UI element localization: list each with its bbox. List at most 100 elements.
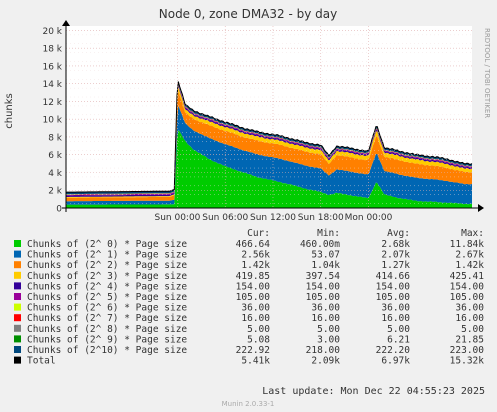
x-tick-label: Sun 12:00 <box>250 213 296 223</box>
legend-value-avg: 36.00 <box>381 303 410 314</box>
legend-value-min: 154.00 <box>306 281 341 292</box>
y-axis-label: chunks <box>4 93 15 129</box>
legend-value-avg: 1.27k <box>381 260 410 271</box>
y-tick-label: 16 k <box>42 62 62 72</box>
y-tick-label: 12 k <box>42 98 62 108</box>
legend-value-min: 36.00 <box>311 303 340 314</box>
legend-value-cur: 105.00 <box>236 292 271 303</box>
legend-series-name: Chunks of (2^ 2) * Page size <box>27 260 187 271</box>
legend-value-min: 105.00 <box>306 292 341 303</box>
legend-value-min: 2.09k <box>311 356 340 367</box>
legend-value-cur: 1.42k <box>241 260 270 271</box>
legend-swatch <box>14 261 21 269</box>
area-series-order-2 <box>66 90 472 202</box>
legend-value-max: 154.00 <box>450 281 485 292</box>
legend-swatch <box>14 335 21 343</box>
legend-column-header: Max: <box>461 228 484 239</box>
x-tick-label: Sun 18:00 <box>298 213 344 223</box>
legend-column-header: Cur: <box>247 228 270 239</box>
legend-value-max: 16.00 <box>455 313 484 324</box>
legend-row: Chunks of (2^ 4) * Page size 154.00 154.00… <box>14 281 484 292</box>
legend-swatch <box>14 271 21 279</box>
y-tick-label: 8 k <box>48 133 63 143</box>
legend-swatch <box>14 240 21 247</box>
stacked-area-series <box>66 81 473 208</box>
legend-row: Chunks of (2^10) * Page size 222.92 218.00… <box>14 345 484 356</box>
legend-value-cur: 5.41k <box>241 356 270 367</box>
legend-value-cur: 154.00 <box>236 281 271 292</box>
legend-column-header: Avg: <box>387 228 410 239</box>
last-update-text: Last update: Mon Dec 22 04:55:23 2025 <box>262 386 485 397</box>
legend-value-cur: 419.85 <box>236 271 270 282</box>
y-tick-label: 18 k <box>42 45 62 55</box>
legend-row: Chunks of (2^ 5) * Page size 105.00 105.00… <box>14 292 484 303</box>
y-tick-label: 0 <box>56 205 62 215</box>
legend-value-avg: 154.00 <box>376 281 411 292</box>
grid-lines <box>66 26 472 209</box>
legend-series-name: Chunks of (2^ 9) * Page size <box>27 334 187 345</box>
rrdtool-watermark: RRDTOOL / TOBI OETIKER <box>483 28 491 118</box>
legend-value-cur: 222.92 <box>236 345 270 356</box>
legend-swatch <box>14 250 21 258</box>
legend-value-cur: 36.00 <box>241 303 270 314</box>
legend-series-name: Chunks of (2^ 3) * Page size <box>27 271 187 282</box>
legend-value-avg: 5.00 <box>387 324 410 335</box>
legend-value-avg: 2.68k <box>381 239 410 250</box>
legend-value-avg: 6.97k <box>381 356 410 367</box>
legend-column-header: Min: <box>317 228 340 239</box>
legend-value-max: 36.00 <box>455 303 484 314</box>
legend-value-avg: 6.21 <box>387 334 410 345</box>
y-tick-label: 4 k <box>48 169 63 179</box>
legend-series-name: Chunks of (2^ 0) * Page size <box>27 239 187 250</box>
legend-value-max: 425.41 <box>450 271 485 282</box>
legend-series-name: Total <box>27 356 56 367</box>
legend-value-min: 1.04k <box>311 260 340 271</box>
legend-value-max: 2.67k <box>455 250 484 261</box>
legend-value-max: 15.32k <box>450 356 485 367</box>
chart-title: Node 0, zone DMA32 - by day <box>159 7 337 21</box>
legend-value-min: 5.00 <box>317 324 340 335</box>
legend-series-name: Chunks of (2^10) * Page size <box>27 345 187 356</box>
legend-value-max: 21.85 <box>455 334 484 345</box>
legend-header: Cur: Min: Avg: Max: <box>247 228 484 239</box>
area-series-order-3 <box>66 86 472 198</box>
legend-row: Chunks of (2^ 2) * Page size 1.42k 1.04k 1.… <box>14 260 484 271</box>
x-tick-label: Mon 00:00 <box>345 213 393 223</box>
legend-row: Chunks of (2^ 7) * Page size 16.00 16.00 16… <box>14 313 484 324</box>
legend-swatch <box>14 346 21 353</box>
legend-value-max: 105.00 <box>450 292 485 303</box>
y-axis-arrow-icon <box>62 20 70 26</box>
area-series-order-0 <box>66 129 472 208</box>
legend-value-cur: 5.08 <box>247 334 270 345</box>
y-tick-label: 2 k <box>48 187 63 197</box>
legend-swatch <box>14 356 21 364</box>
legend-value-max: 1.42k <box>455 260 484 271</box>
legend-value-max: 223.00 <box>450 345 485 356</box>
legend-value-min: 16.00 <box>311 313 340 324</box>
legend-series-name: Chunks of (2^ 8) * Page size <box>27 324 187 335</box>
legend-value-min: 3.00 <box>317 334 340 345</box>
legend-swatch <box>14 282 21 290</box>
y-tick-label: 14 k <box>42 80 62 90</box>
munin-version: Munin 2.0.33-1 <box>222 400 275 408</box>
legend-value-avg: 16.00 <box>381 313 410 324</box>
legend-value-cur: 466.64 <box>236 239 271 250</box>
legend-value-avg: 2.07k <box>381 250 410 261</box>
legend-value-cur: 2.56k <box>241 250 270 261</box>
legend-row: Chunks of (2^ 1) * Page size 2.56k 53.07 2.… <box>14 250 484 261</box>
legend-value-max: 5.00 <box>461 324 484 335</box>
legend-row: Chunks of (2^ 6) * Page size 36.00 36.00 36… <box>14 303 484 314</box>
legend-swatch <box>14 293 21 300</box>
total-line <box>66 81 473 193</box>
legend-value-min: 460.00m <box>300 239 340 250</box>
legend-series-name: Chunks of (2^ 1) * Page size <box>27 250 187 261</box>
y-tick-labels: 0 2 k 4 k 6 k 8 k 10 k 12 k 14 k 16 k 18 k 20 k <box>42 27 62 215</box>
legend-value-avg: 222.20 <box>376 345 411 356</box>
legend-series-name: Chunks of (2^ 5) * Page size <box>27 292 187 303</box>
legend-row: Total 5.41k 2.09k 6.97k 15.32k <box>14 356 484 367</box>
legend-value-cur: 5.00 <box>247 324 270 335</box>
x-axis-arrow-icon <box>478 204 484 212</box>
x-tick-label: Sun 00:00 <box>154 213 200 223</box>
legend-value-avg: 414.66 <box>376 271 411 282</box>
